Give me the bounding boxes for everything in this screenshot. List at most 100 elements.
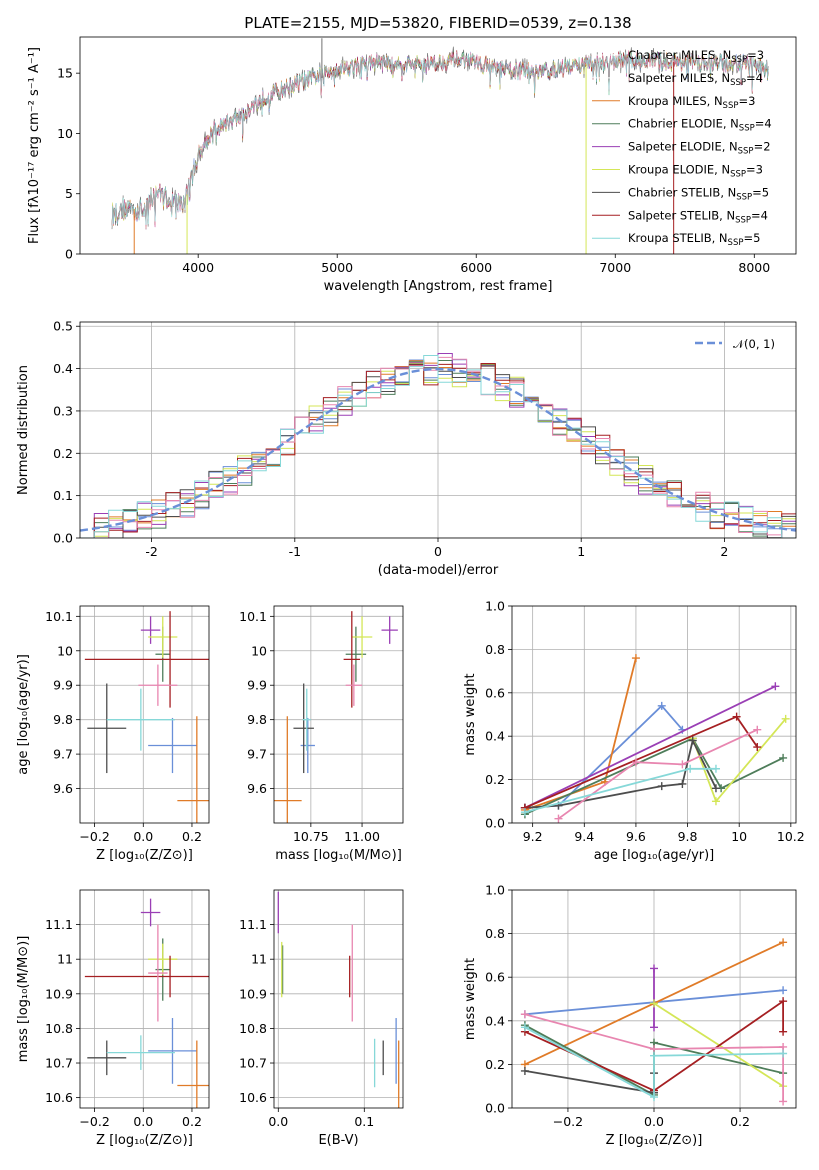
x-tick-label: 10.2 xyxy=(777,829,805,844)
weight-line xyxy=(524,999,784,1092)
x-axis-label: wavelength [Angstrom, rest frame] xyxy=(324,279,553,294)
y-axis-label: age [log₁₀(age/yr)] xyxy=(16,654,31,775)
x-tick-label: 0.0 xyxy=(644,1114,664,1129)
y-tick-label: 0.2 xyxy=(53,446,73,461)
normal-curve xyxy=(80,367,796,532)
y-tick-label: 9.8 xyxy=(53,712,73,727)
weight-marker xyxy=(650,964,658,973)
axes-frame xyxy=(273,889,404,1109)
y-tick-label: 0.6 xyxy=(485,970,505,985)
weight-marker xyxy=(753,743,762,752)
weight-line xyxy=(524,685,776,809)
weight-marker xyxy=(711,764,720,773)
y-tick-label: 11.1 xyxy=(239,917,267,932)
weight-marker xyxy=(650,1023,658,1032)
panel-mass-vs-Z: −0.2 0.0 0.2 10.6 10.7 10.8 10.9 11 11.1 Z [log₁₀… xyxy=(16,889,210,1148)
plot-area xyxy=(80,890,209,1108)
weight-line xyxy=(524,1026,784,1099)
y-tick-label: 0.8 xyxy=(485,642,505,657)
y-tick-label: 0.8 xyxy=(485,926,505,941)
legend-entry: Chabrier ELODIE, NSSP=4 xyxy=(628,117,772,134)
y-tick-label: 0.4 xyxy=(485,1013,505,1028)
y-tick-label: 1.0 xyxy=(485,599,505,614)
y-tick-label: 10 xyxy=(251,643,267,658)
y-tick-label: 10 xyxy=(57,126,73,141)
y-tick-label: 9.6 xyxy=(247,781,267,796)
weight-marker xyxy=(520,1023,529,1032)
y-axis-label: Normed distribution xyxy=(16,365,31,495)
weight-marker xyxy=(711,784,720,793)
y-tick-label: 0.0 xyxy=(485,1101,505,1116)
weight-line xyxy=(557,728,758,820)
legend-entry: Salpeter MILES, NSSP=4 xyxy=(628,71,763,88)
x-tick-label: 4000 xyxy=(182,260,214,275)
x-axis-label: Z [log₁₀(Z/Z⊙)] xyxy=(96,1133,193,1148)
y-axis-label: mass [log₁₀(M/M⊙)] xyxy=(16,936,31,1063)
x-tick-label: 0.1 xyxy=(354,1114,374,1129)
y-tick-label: 9.6 xyxy=(53,781,73,796)
legend-entry: Salpeter ELODIE, NSSP=2 xyxy=(628,140,771,157)
x-axis-label: (data-model)/error xyxy=(378,563,499,578)
x-axis-label: mass [log₁₀(M/M⊙)] xyxy=(275,848,402,863)
panel-age-vs-Z: −0.2 0.0 0.2 9.6 9.7 9.8 9.9 10 10.1 Z [log₁₀(Z/Z… xyxy=(16,605,210,863)
y-axis-label: mass weight xyxy=(463,958,478,1040)
weight-marker xyxy=(779,1097,788,1106)
y-tick-label: 10.1 xyxy=(45,609,73,624)
x-axis-label: Z [log₁₀(Z/Z⊙)] xyxy=(96,848,193,863)
legend-entry: Chabrier MILES, NSSP=3 xyxy=(628,48,764,65)
y-tick-label: 10.9 xyxy=(45,986,73,1001)
y-tick-label: 9.8 xyxy=(247,712,267,727)
weight-line xyxy=(524,704,684,809)
x-tick-label: 0.0 xyxy=(268,1114,288,1129)
weight-marker xyxy=(631,654,640,663)
x-tick-label: 7000 xyxy=(599,260,631,275)
x-tick-label: 9.2 xyxy=(523,829,543,844)
x-tick-label: −0.2 xyxy=(79,1114,109,1129)
weight-marker xyxy=(520,808,529,817)
x-tick-label: 9.4 xyxy=(574,829,594,844)
x-tick-label: 6000 xyxy=(460,260,492,275)
plot-area xyxy=(274,890,403,1108)
weight-marker xyxy=(631,758,640,767)
legend-entry: Chabrier STELIB, NSSP=5 xyxy=(628,185,769,202)
y-tick-label: 10.6 xyxy=(45,1090,73,1105)
y-tick-label: 9.9 xyxy=(247,678,267,693)
panel-mass-vs-EBV: 0.0 0.1 10.6 10.7 10.8 10.9 11 11.1 E(B-V) xyxy=(239,889,404,1148)
x-axis-label: age [log₁₀(age/yr)] xyxy=(594,848,715,863)
weight-line xyxy=(653,1002,784,1087)
y-tick-label: 10.7 xyxy=(239,1056,267,1071)
x-tick-label: 10.75 xyxy=(293,829,329,844)
legend: Chabrier MILES, NSSP=3 Salpeter MILES, NS… xyxy=(592,48,772,248)
axes-frame xyxy=(79,321,797,539)
legend-entry: 𝒩(0, 1) xyxy=(733,337,775,351)
y-tick-label: 10.8 xyxy=(45,1021,73,1036)
axes-frame xyxy=(79,605,210,824)
axes-frame xyxy=(79,889,210,1109)
x-tick-label: 8000 xyxy=(738,260,770,275)
weight-marker xyxy=(779,753,788,762)
weight-marker xyxy=(678,779,687,788)
weight-marker xyxy=(779,1049,788,1058)
weight-marker xyxy=(781,714,790,723)
weight-marker xyxy=(520,1010,529,1019)
axes-frame xyxy=(511,605,797,824)
panel-residuals: -2 -1 0 1 2 0.0 0.1 0.2 0.3 0.4 0.5 (data-model)/er… xyxy=(16,319,797,578)
weight-marker xyxy=(520,1066,529,1075)
weight-marker xyxy=(732,712,741,721)
panel-age-vs-mass: 10.75 11.00 9.6 9.7 9.8 9.9 10 10.1 mass [log₁₀(… xyxy=(239,605,404,863)
weight-marker xyxy=(650,999,658,1008)
x-tick-label: 0.2 xyxy=(730,1114,750,1129)
x-tick-label: −0.2 xyxy=(553,1114,583,1129)
y-tick-label: 0.3 xyxy=(53,403,73,418)
spectrum-line xyxy=(111,51,769,226)
x-tick-label: 0 xyxy=(434,544,442,559)
weight-marker xyxy=(678,760,687,769)
y-tick-label: 9.7 xyxy=(247,747,267,762)
weight-marker xyxy=(686,764,695,773)
x-axis-label: E(B-V) xyxy=(318,1133,358,1148)
y-axis-label: mass weight xyxy=(463,673,478,755)
x-tick-label: −0.2 xyxy=(79,829,109,844)
y-tick-label: 9.7 xyxy=(53,747,73,762)
weight-marker xyxy=(779,986,788,995)
panel-weight-vs-Z: −0.2 0.0 0.2 0.0 0.2 0.4 0.6 0.8 1.0 Z [log₁₀(Z/Z… xyxy=(463,883,797,1148)
